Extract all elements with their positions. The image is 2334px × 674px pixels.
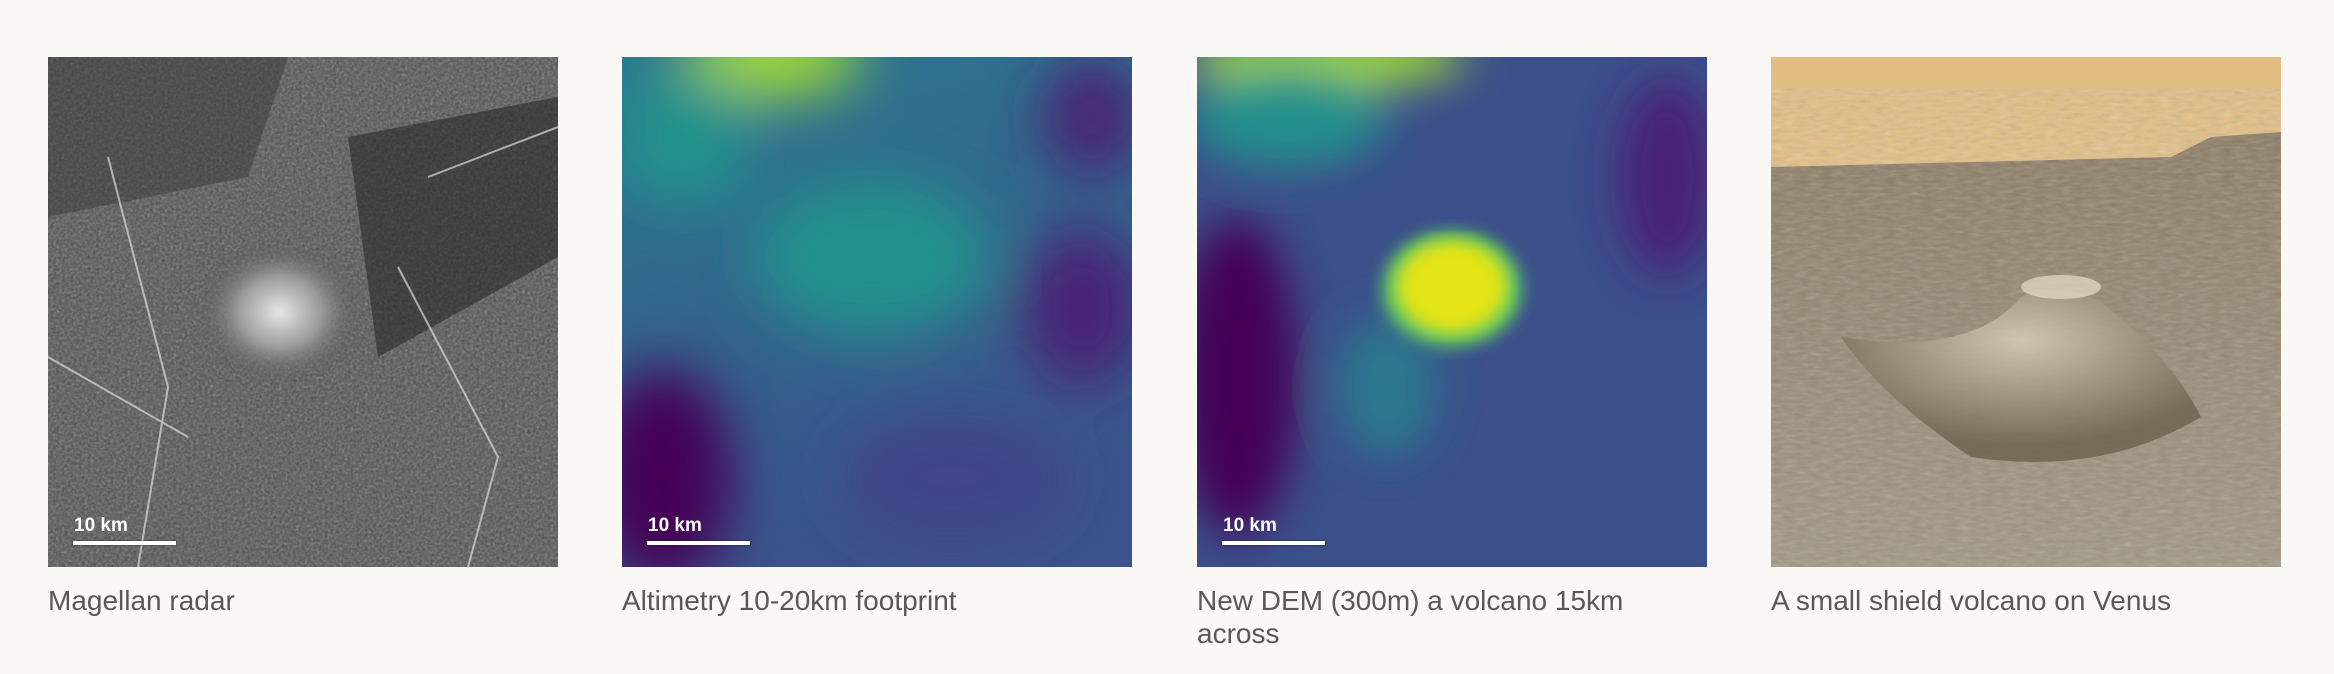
radar-image: 10 km <box>48 57 558 567</box>
radar-art <box>48 57 558 567</box>
figure: A small shield volcano on Venus <box>1771 57 2281 617</box>
scale-bar <box>1222 541 1325 545</box>
render-art <box>1771 57 2281 567</box>
figure: 10 km Magellan radar <box>48 57 558 617</box>
scale-label: 10 km <box>648 515 702 536</box>
render-image <box>1771 57 2281 567</box>
caption: A small shield volcano on Venus <box>1771 585 2172 616</box>
scale-bar <box>73 541 176 545</box>
scale-label: 10 km <box>74 515 128 536</box>
figure: 10 km New DEM (300m) a volcano 15km acro… <box>1197 57 1707 650</box>
altimetry-art <box>622 57 1132 567</box>
figure: 10 km Altimetry 10-20km footprint <box>622 57 1132 617</box>
caption: Altimetry 10-20km footprint <box>622 585 957 616</box>
caption: New DEM (300m) a volcano 15km across <box>1197 585 1624 649</box>
dem-art <box>1197 57 1707 567</box>
caption: Magellan radar <box>48 585 235 616</box>
dem-image: 10 km <box>1197 57 1707 567</box>
scale-label: 10 km <box>1223 515 1277 536</box>
scale-bar <box>647 541 750 545</box>
altimetry-image: 10 km <box>622 57 1132 567</box>
